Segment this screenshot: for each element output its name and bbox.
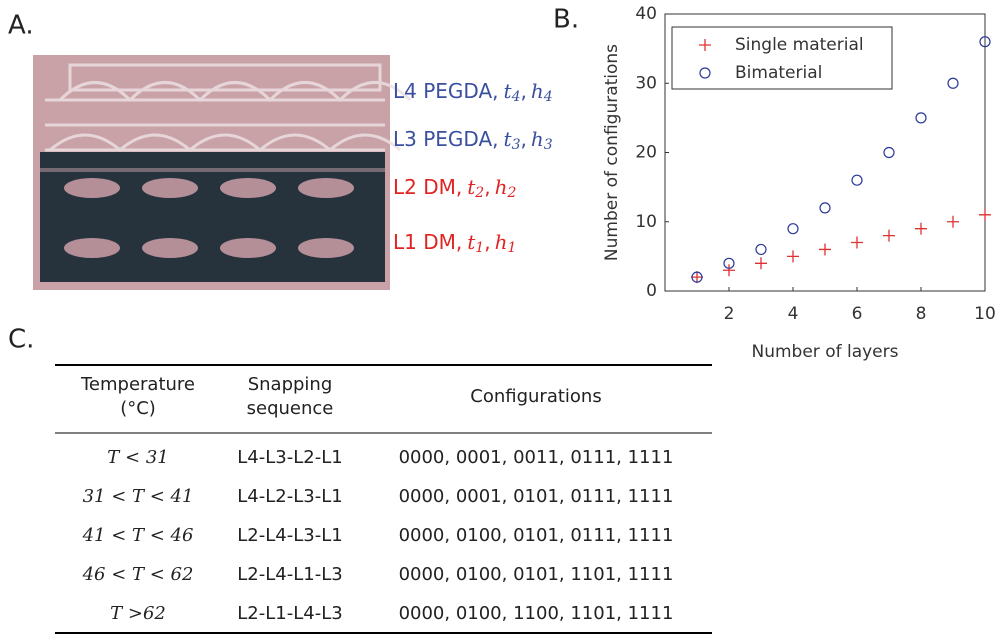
label-part: L2 DM, [393,175,462,199]
table-cell: L2-L4-L1-L3 [237,564,342,585]
label-part: 3 [512,137,521,153]
label-part: L3 PEGDA, [393,127,499,151]
point [691,271,703,283]
point [915,112,927,124]
point [883,229,895,242]
x-tick-label: 4 [788,304,799,324]
table-cell: L2-L4-L3-L1 [237,525,342,546]
layer-label: L3 PEGDA, t3, h3 [393,127,553,154]
point [819,243,831,256]
label-part: , [484,230,490,254]
point [915,222,927,235]
label-part: t [467,230,476,254]
legend-box [671,26,893,90]
label-part: h [531,79,544,103]
x-tick-label: 8 [916,304,927,324]
table-cell: 0000, 0100, 0101, 1101, 1111 [399,564,674,585]
label-part: t [467,175,476,199]
label-part: h [531,127,544,151]
legend-marker [699,39,711,51]
label-part: h [495,175,508,199]
point [755,243,767,256]
chart: 2 4 6 8 10 0 10 20 30 40 Number of layers Number of… [602,4,996,362]
point [723,264,735,277]
point [787,223,799,235]
label-part: 3 [544,137,553,153]
label-part: 1 [475,240,484,256]
point [979,36,991,48]
table-cell: 41 < T < 46 [82,525,194,546]
table-cell: L4-L2-L3-L1 [237,486,342,507]
point [851,174,863,186]
layer-label: L2 DM, t2, h2 [393,175,516,202]
label-part: 4 [511,89,521,105]
point [755,257,767,270]
point [723,257,735,269]
x-axis-label: Number of layers [752,342,899,362]
y-axis-label: Number of configurations [602,44,622,261]
header-cell: sequence [247,398,334,419]
y-tick-label: 10 [635,212,657,232]
header-cell: Snapping [248,374,333,395]
label-part: 1 [507,240,516,256]
table-cell: T >62 [110,603,166,624]
x-tick-label: 2 [724,304,735,324]
layer-label: L1 DM, t1, h1 [393,230,516,257]
label-part: 2 [506,185,516,201]
point [787,250,799,263]
header-cell: Temperature [80,374,195,395]
point [979,208,991,221]
y-tick-label: 20 [635,143,657,163]
header-cell: (°C) [120,398,156,419]
panel-label: A. [8,11,34,41]
panel-label: B. [553,5,579,35]
x-tick-label: 10 [974,304,996,324]
x-tick-label: 6 [852,304,863,324]
table: Temperature (°C) Snapping sequence Configura… [55,364,712,634]
legend-marker [699,67,711,79]
table-cell: 46 < T < 62 [82,564,194,585]
table-cell: 31 < T < 41 [83,486,194,507]
table-cell: 0000, 0100, 1100, 1101, 1111 [399,603,674,624]
label-part: L4 PEGDA, [393,79,499,103]
label-part: t [504,79,513,103]
table-cell: T < 31 [107,447,168,468]
legend-label: Single material [735,35,864,55]
label-part: , [484,175,490,199]
label-part: , [520,79,526,103]
point [691,271,703,284]
panel-label: C. [8,325,34,355]
y-tick-label: 30 [635,73,657,93]
label-part: 4 [543,89,553,105]
table-cell: 0000, 0001, 0011, 0111, 1111 [399,447,674,468]
photo [33,55,412,290]
label-part: , [520,127,526,151]
table-cell: L4-L3-L2-L1 [237,447,342,468]
point [947,77,959,89]
label-part: h [495,230,508,254]
table-cell: L2-L1-L4-L3 [237,603,342,624]
label-part: L1 DM, [393,230,462,254]
header-cell: Configurations [470,386,601,407]
table-cell: 0000, 0100, 0101, 0111, 1111 [399,525,674,546]
table-cell: 0000, 0001, 0101, 0111, 1111 [399,486,674,507]
point [851,236,863,249]
layer-label: L4 PEGDA, t4, h4 [393,79,553,106]
point [819,202,831,214]
legend-label: Bimaterial [735,63,822,83]
label-part: 2 [474,185,484,201]
y-tick-label: 0 [646,281,657,301]
point [883,146,895,159]
label-part: t [504,127,513,151]
point [947,215,959,228]
y-tick-label: 40 [635,4,657,24]
